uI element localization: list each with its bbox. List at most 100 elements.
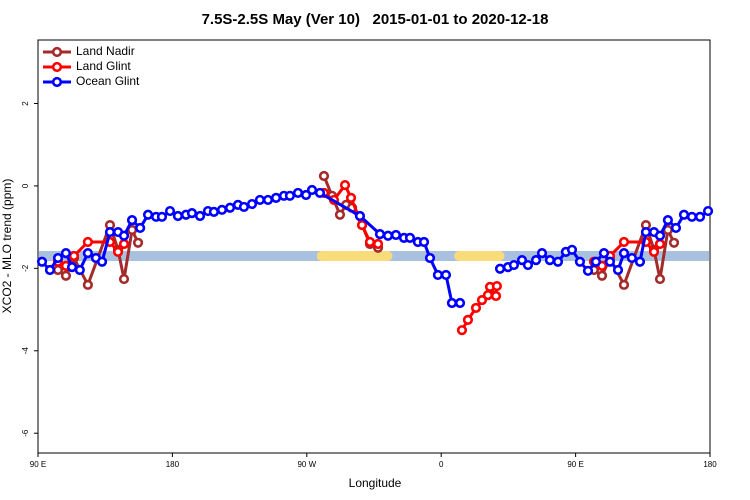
y-tick-label: -2	[21, 264, 30, 272]
point	[135, 222, 146, 234]
point	[372, 238, 384, 250]
point	[654, 238, 666, 250]
point	[634, 256, 646, 267]
point	[522, 259, 534, 271]
point	[356, 219, 368, 231]
point	[678, 209, 690, 220]
legend-marker	[51, 46, 63, 58]
point	[552, 256, 564, 267]
point	[60, 270, 72, 281]
legend-marker	[51, 76, 63, 88]
point	[270, 192, 282, 203]
point	[490, 290, 502, 302]
legend-label: Land Nadir	[76, 44, 135, 58]
point	[456, 325, 468, 336]
point	[354, 210, 366, 222]
point	[118, 273, 130, 285]
point	[470, 302, 482, 314]
point	[582, 265, 594, 276]
point	[446, 297, 458, 309]
point	[462, 314, 474, 325]
point	[284, 190, 296, 201]
point	[68, 250, 80, 262]
point	[686, 211, 698, 222]
point	[424, 252, 436, 264]
point	[604, 256, 616, 267]
point	[104, 226, 116, 238]
x-tick-label: 90 E	[567, 460, 583, 469]
chart-title: 7.5S-2.5S May (Ver 10) 2015-01-01 to 202…	[202, 11, 549, 28]
point	[482, 290, 494, 301]
x-tick-label: 0	[439, 460, 444, 469]
point	[156, 211, 168, 222]
point	[52, 264, 64, 276]
point	[440, 269, 452, 281]
point	[618, 247, 630, 259]
point	[530, 255, 542, 266]
point	[612, 264, 624, 276]
point	[82, 236, 93, 248]
x-tick-label: 90 W	[297, 460, 316, 469]
point	[566, 244, 578, 255]
point	[626, 252, 637, 264]
point	[44, 264, 56, 276]
point	[640, 226, 652, 238]
point	[662, 215, 673, 226]
point	[238, 201, 250, 213]
point	[74, 264, 85, 276]
point	[574, 256, 586, 267]
point	[345, 192, 357, 203]
legend-label: Ocean Glint	[76, 74, 140, 88]
point	[142, 209, 154, 220]
x-axis-label: Longitude	[349, 476, 402, 490]
point	[596, 270, 608, 281]
point	[82, 247, 93, 259]
point	[314, 187, 326, 199]
point	[262, 194, 274, 206]
point	[536, 247, 548, 259]
point	[494, 263, 506, 274]
point	[339, 179, 351, 191]
point	[118, 230, 130, 241]
point	[306, 184, 318, 196]
point	[454, 297, 466, 309]
point	[334, 209, 346, 220]
y-axis-label: XCO2 - MLO trend (ppm)	[0, 179, 14, 314]
x-tick-label: 180	[703, 460, 717, 469]
point	[164, 205, 176, 217]
point	[118, 238, 130, 250]
point	[418, 236, 430, 248]
point	[132, 237, 144, 248]
legend-label: Land Glint	[76, 59, 131, 73]
point	[36, 256, 48, 267]
y-tick-label: 2	[21, 101, 30, 106]
point	[654, 273, 666, 285]
point	[82, 279, 93, 290]
point	[618, 279, 630, 290]
point	[694, 211, 706, 222]
point	[364, 236, 376, 248]
point	[318, 170, 330, 182]
point	[670, 222, 682, 234]
y-tick-label: -6	[21, 429, 30, 437]
point	[96, 256, 108, 267]
point	[654, 230, 666, 241]
point	[208, 206, 220, 217]
y-tick-label: -4	[21, 347, 30, 355]
y-tick-label: 0	[21, 183, 30, 188]
point	[508, 259, 520, 271]
point	[186, 208, 198, 219]
point	[618, 236, 630, 248]
point	[216, 204, 228, 215]
point	[254, 194, 266, 206]
legend-marker	[51, 61, 63, 73]
point	[172, 210, 184, 222]
point	[432, 269, 444, 281]
point	[224, 202, 236, 213]
point	[668, 237, 680, 248]
point	[52, 252, 64, 264]
point	[491, 280, 503, 292]
point	[648, 246, 660, 257]
point	[66, 262, 78, 273]
